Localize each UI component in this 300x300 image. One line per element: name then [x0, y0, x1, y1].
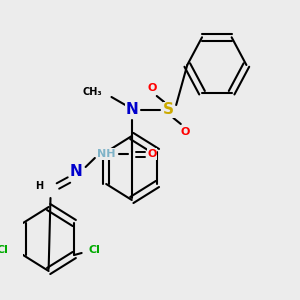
Text: H: H [35, 181, 44, 191]
Text: N: N [70, 164, 83, 179]
Text: O: O [148, 83, 157, 93]
Text: N: N [125, 103, 138, 118]
Text: Cl: Cl [88, 245, 101, 255]
Text: O: O [148, 149, 157, 159]
Text: O: O [181, 127, 190, 137]
Text: CH₃: CH₃ [82, 87, 102, 97]
Text: NH: NH [97, 149, 115, 159]
Text: Cl: Cl [0, 245, 9, 255]
Text: S: S [163, 103, 174, 118]
